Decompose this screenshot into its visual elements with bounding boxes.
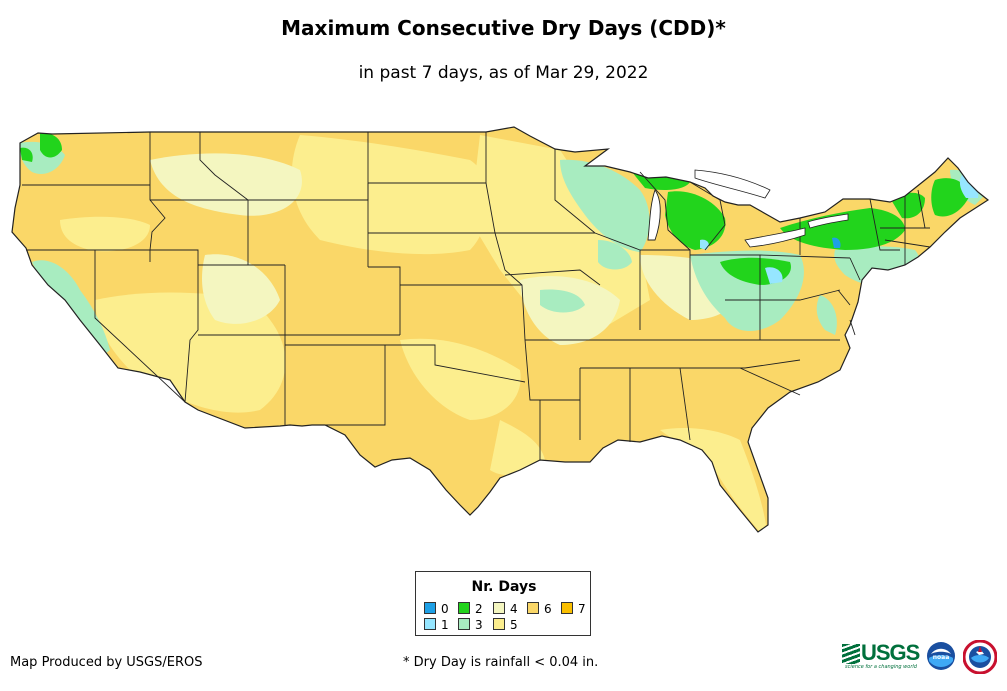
legend-label: 6 — [544, 602, 552, 616]
usgs-wave-icon — [842, 644, 860, 664]
map-subtitle: in past 7 days, as of Mar 29, 2022 — [358, 63, 649, 83]
legend-label: 7 — [578, 602, 586, 616]
legend-item-4: 4 — [493, 602, 518, 616]
legend-swatch — [458, 618, 470, 630]
legend-label: 4 — [510, 602, 518, 616]
legend-swatch — [458, 602, 470, 614]
conus-map — [11, 126, 990, 533]
legend-label: 0 — [441, 602, 449, 616]
legend-swatch — [561, 602, 573, 614]
dry-day-footnote: * Dry Day is rainfall < 0.04 in. — [403, 655, 599, 670]
legend-swatch — [527, 602, 539, 614]
legend-item-0: 0 — [424, 602, 449, 616]
legend: Nr. Days 0 1 2 3 4 5 6 7 — [415, 571, 591, 636]
legend-label: 1 — [441, 618, 449, 632]
legend-label: 3 — [475, 618, 483, 632]
legend-item-2: 2 — [458, 602, 483, 616]
noaa-logo-icon: noaa — [927, 642, 955, 670]
legend-label: 5 — [510, 618, 518, 632]
legend-swatch — [493, 618, 505, 630]
legend-item-6: 6 — [527, 602, 552, 616]
legend-item-7: 7 — [561, 602, 586, 616]
legend-swatch — [424, 618, 436, 630]
usgs-wordmark: USGS — [861, 640, 920, 665]
legend-label: 2 — [475, 602, 483, 616]
usgs-logo: USGS science for a changing world — [842, 640, 920, 670]
nws-logo-icon — [963, 640, 997, 674]
legend-item-3: 3 — [458, 618, 483, 632]
map-title: Maximum Consecutive Dry Days (CDD)* — [281, 16, 726, 40]
legend-item-5: 5 — [493, 618, 518, 632]
legend-swatch — [424, 602, 436, 614]
legend-title: Nr. Days — [471, 579, 537, 595]
map-credit: Map Produced by USGS/EROS — [10, 655, 203, 670]
noaa-wordmark: noaa — [933, 654, 950, 661]
legend-item-1: 1 — [424, 618, 449, 632]
usgs-tagline: science for a changing world — [845, 664, 917, 670]
legend-swatch — [493, 602, 505, 614]
